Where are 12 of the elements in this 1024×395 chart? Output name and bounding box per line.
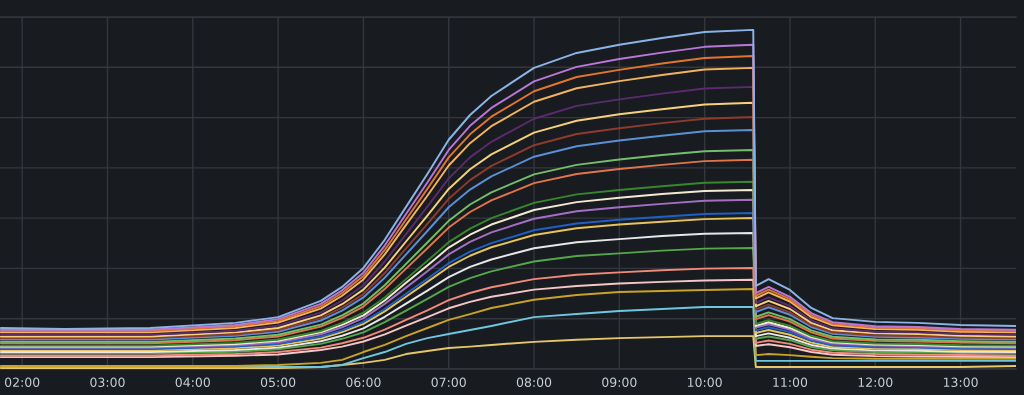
x-tick-label: 02:00 [4, 377, 40, 388]
x-tick-label: 05:00 [260, 377, 296, 388]
x-tick-label: 03:00 [90, 377, 125, 388]
x-tick-label: 08:00 [516, 377, 552, 388]
x-tick-label: 10:00 [687, 377, 722, 388]
x-tick-label: 12:00 [858, 377, 893, 388]
x-tick-label: 09:00 [602, 377, 637, 388]
x-tick-label: 04:00 [175, 377, 210, 388]
x-tick-label: 07:00 [431, 377, 466, 388]
x-tick-label: 06:00 [346, 377, 381, 388]
x-tick-label: 11:00 [773, 377, 808, 388]
x-tick-label: 13:00 [943, 377, 978, 388]
